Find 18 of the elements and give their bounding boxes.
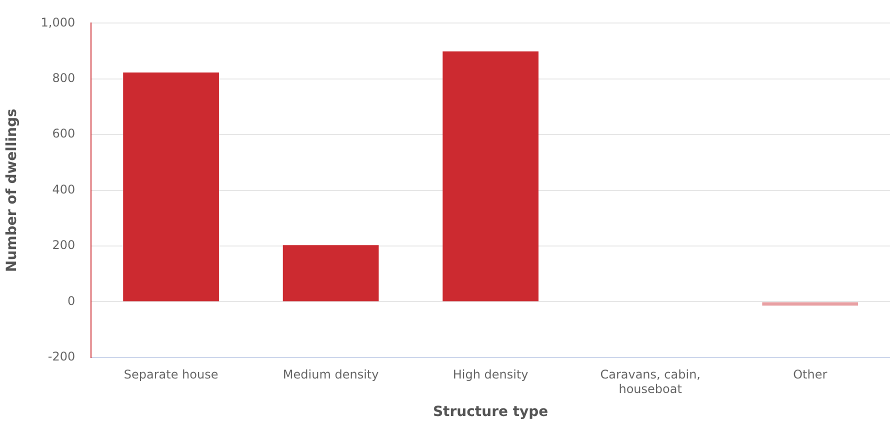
x-tick-label: Other: [793, 368, 828, 382]
x-tick-label: High density: [452, 368, 528, 382]
bar: [282, 245, 379, 302]
x-axis-title: Structure type: [432, 404, 548, 420]
y-tick-label: 600: [52, 126, 76, 141]
bar: [762, 302, 858, 306]
x-tick-label: Medium density: [282, 368, 379, 382]
bar: [123, 72, 219, 302]
x-tick-label: Caravans, cabin, houseboat: [600, 368, 700, 396]
y-tick-label: 400: [52, 182, 76, 196]
bar: [442, 51, 539, 302]
y-tick-label: -200: [48, 350, 76, 364]
x-tick-label: Separate house: [124, 368, 218, 382]
y-axis-title: Number of dwellings: [4, 108, 20, 272]
y-tick-label: 800: [52, 71, 76, 86]
y-tick-label: 0: [68, 294, 76, 308]
y-tick-label: 1,000: [40, 15, 76, 30]
y-tick-label: 200: [52, 238, 76, 252]
